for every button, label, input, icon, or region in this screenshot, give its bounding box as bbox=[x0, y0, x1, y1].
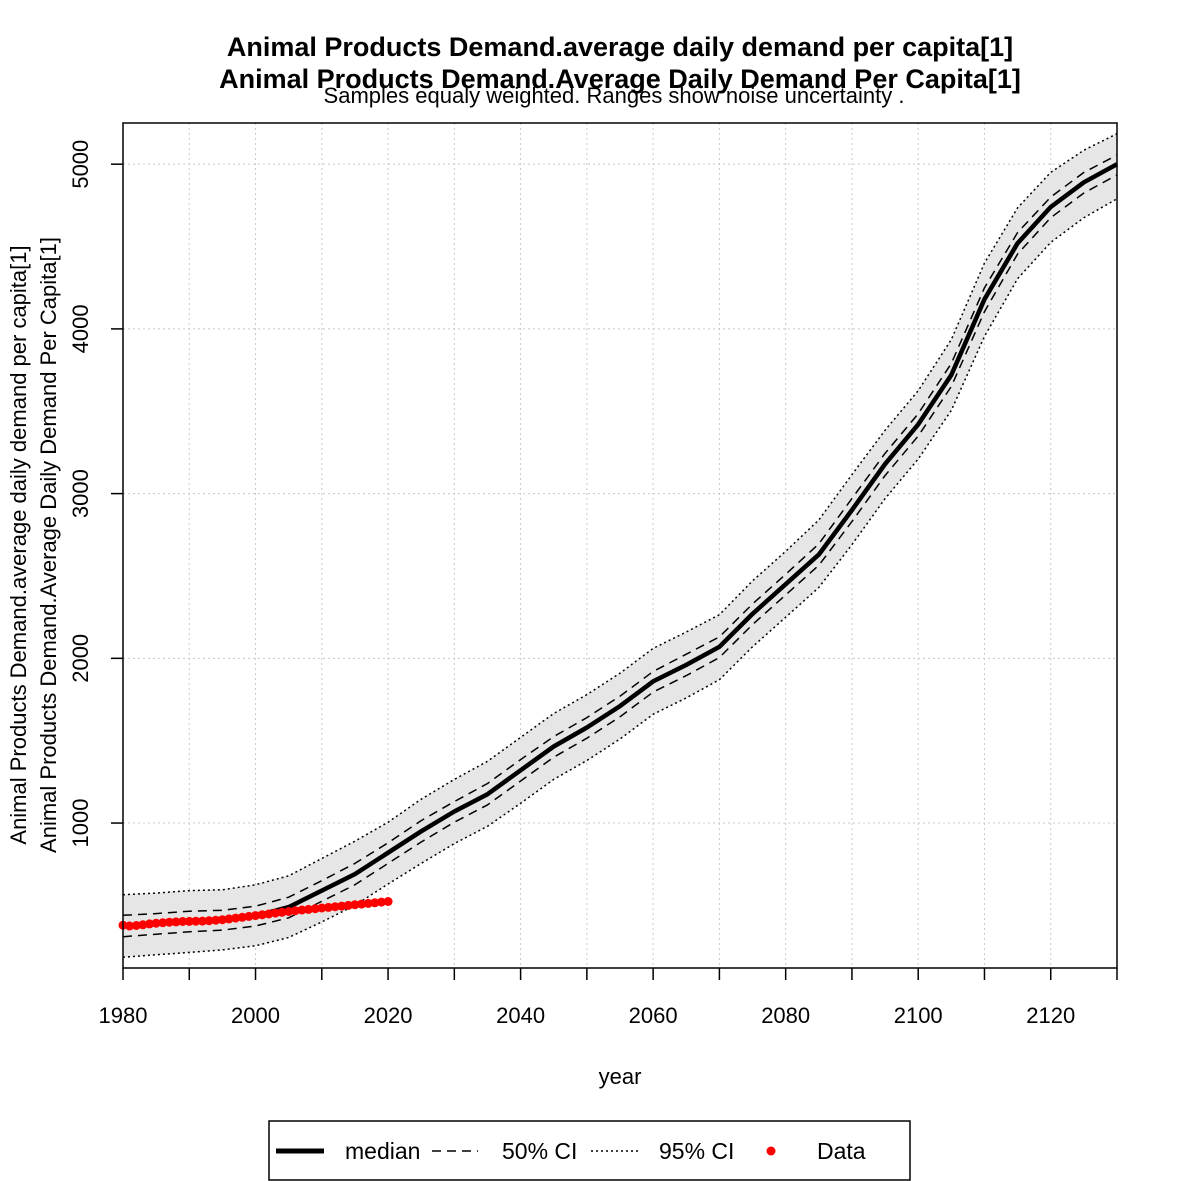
legend-95ci-label: 95% CI bbox=[659, 1138, 734, 1164]
data-point bbox=[337, 901, 347, 911]
chart-subtitle: Samples equaly weighted. Ranges show noi… bbox=[324, 83, 905, 108]
data-point bbox=[198, 916, 207, 926]
x-tick-label-2100: 2100 bbox=[894, 1003, 943, 1028]
data-point bbox=[131, 921, 141, 930]
x-tick-label-1980: 1980 bbox=[99, 1003, 148, 1028]
plot-frame bbox=[122, 122, 1118, 969]
data-point bbox=[231, 913, 241, 923]
data-point bbox=[138, 920, 148, 930]
data-point bbox=[158, 918, 168, 928]
data-point bbox=[270, 908, 280, 918]
legend: median 50% CI 95% CI Data bbox=[268, 1120, 911, 1181]
data-point bbox=[251, 911, 260, 921]
x-axis: 1980 2000 2020 2040 2060 2080 2100 2120 bbox=[99, 968, 1118, 1028]
series-50ci-lower-line bbox=[122, 174, 1118, 938]
data-point bbox=[323, 902, 333, 912]
data-point bbox=[304, 904, 313, 914]
data-point bbox=[317, 903, 327, 913]
y-axis-label-line-2: Animal Products Demand.Average Daily Dem… bbox=[36, 237, 61, 853]
data-point bbox=[151, 918, 161, 928]
data-point bbox=[370, 898, 380, 908]
data-point bbox=[257, 910, 267, 920]
data-point bbox=[191, 916, 201, 926]
data-point bbox=[277, 907, 287, 917]
x-tick-label-2080: 2080 bbox=[761, 1003, 810, 1028]
chart-title-line-2: Animal Products Demand.Average Daily Dem… bbox=[219, 64, 1021, 94]
y-axis: 1000 2000 3000 4000 5000 bbox=[68, 140, 123, 848]
y-tick-label-3000: 3000 bbox=[68, 469, 93, 518]
ci-95-band bbox=[123, 133, 1117, 958]
data-point bbox=[178, 917, 188, 926]
series-median-line bbox=[122, 162, 1119, 929]
data-point bbox=[184, 916, 194, 926]
data-point bbox=[264, 909, 274, 919]
x-tick-label-2120: 2120 bbox=[1026, 1003, 1075, 1028]
y-tick-label-2000: 2000 bbox=[68, 634, 93, 683]
data-point bbox=[237, 912, 247, 922]
data-point bbox=[125, 921, 135, 931]
x-tick-label-2040: 2040 bbox=[496, 1003, 545, 1028]
data-point bbox=[297, 905, 307, 915]
chart-title-line-1: Animal Products Demand.average daily dem… bbox=[227, 32, 1013, 62]
x-tick-label-2000: 2000 bbox=[231, 1003, 280, 1028]
data-point bbox=[376, 897, 386, 907]
data-point bbox=[217, 915, 227, 925]
data-point bbox=[244, 911, 254, 921]
data-point bbox=[284, 907, 294, 916]
legend-data-label: Data bbox=[817, 1138, 866, 1164]
x-tick-label-2060: 2060 bbox=[629, 1003, 678, 1028]
data-point bbox=[383, 897, 393, 906]
data-point bbox=[310, 904, 320, 914]
series-lines bbox=[122, 133, 1119, 959]
data-point bbox=[363, 898, 373, 908]
x-axis-label: year bbox=[599, 1064, 642, 1089]
series-95ci-upper-line bbox=[122, 133, 1118, 896]
x-tick-label-2020: 2020 bbox=[364, 1003, 413, 1028]
y-tick-label-1000: 1000 bbox=[68, 799, 93, 848]
legend-box bbox=[268, 1120, 911, 1181]
data-point bbox=[357, 899, 367, 909]
legend-data-swatch bbox=[766, 1146, 776, 1156]
ci-95-band-fill bbox=[123, 133, 1117, 958]
legend-50ci-label: 50% CI bbox=[502, 1138, 577, 1164]
data-point bbox=[330, 902, 340, 912]
data-point bbox=[164, 917, 174, 927]
data-point bbox=[350, 900, 360, 910]
data-point bbox=[290, 906, 300, 916]
y-axis-label-line-1: Animal Products Demand.average daily dem… bbox=[6, 245, 31, 844]
data-point bbox=[211, 915, 221, 925]
data-point bbox=[204, 916, 214, 926]
data-point bbox=[145, 919, 154, 929]
y-tick-label-4000: 4000 bbox=[68, 304, 93, 353]
grid bbox=[123, 123, 1117, 968]
data-point bbox=[224, 914, 234, 924]
series-50ci-upper-line bbox=[122, 154, 1118, 917]
data-point bbox=[343, 900, 353, 910]
data-point bbox=[171, 917, 181, 927]
y-tick-label-5000: 5000 bbox=[68, 140, 93, 189]
legend-median-label: median bbox=[345, 1138, 420, 1164]
